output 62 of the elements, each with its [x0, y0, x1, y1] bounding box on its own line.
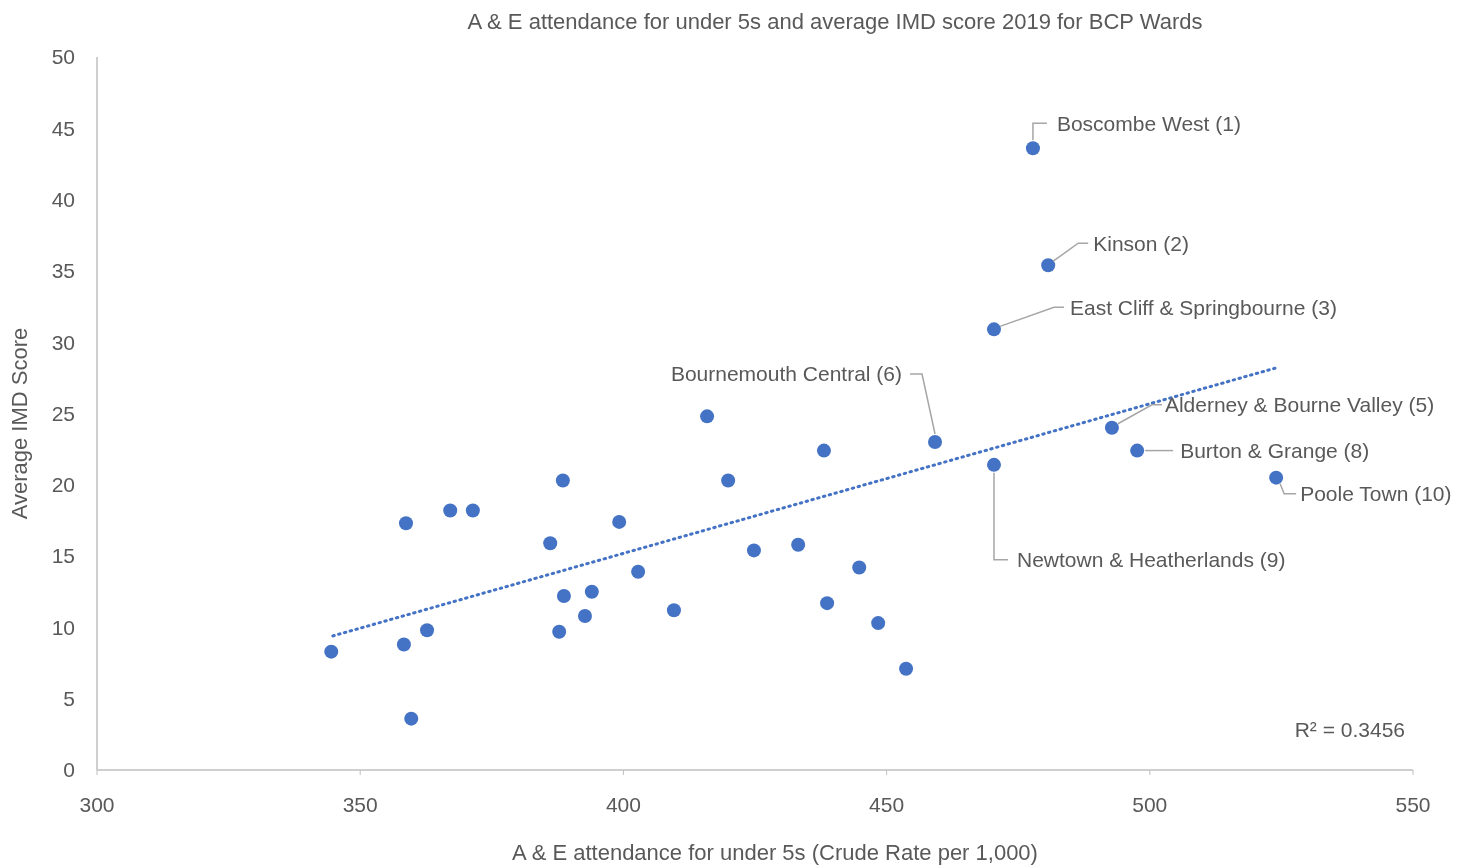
point	[399, 516, 413, 531]
chart-title: A & E attendance for under 5s and average IMD score 2019 for BCP Wards	[467, 9, 1203, 34]
x-tick-label: 300	[79, 793, 115, 816]
point	[666, 603, 681, 618]
point	[556, 589, 571, 604]
point	[899, 661, 914, 676]
y-tick-label: 5	[63, 687, 75, 711]
point	[612, 514, 627, 529]
point	[555, 473, 570, 488]
x-tick-label: 550	[1395, 793, 1431, 816]
point	[721, 473, 736, 488]
point	[543, 536, 558, 551]
x-tick-label: 350	[342, 793, 378, 816]
y-tick-label: 35	[51, 259, 75, 283]
point	[396, 637, 411, 652]
x-axis-title: A & E attendance for under 5s (Crude Rate per 1,000)	[512, 840, 1038, 865]
point	[584, 584, 599, 599]
point	[465, 503, 480, 518]
annotation: Kinson (2)	[1093, 231, 1189, 255]
point	[631, 564, 646, 579]
annotation: Newtown & Heatherlands (9)	[1016, 548, 1286, 572]
point	[1269, 470, 1284, 485]
point	[324, 644, 339, 659]
point	[871, 616, 886, 631]
y-tick-label: 0	[63, 758, 75, 782]
y-tick-label: 25	[51, 401, 75, 425]
point	[1041, 258, 1056, 273]
x-tick-label: 450	[869, 793, 905, 816]
y-tick-label: 30	[51, 330, 75, 354]
y-tick-label: 45	[51, 116, 75, 140]
point	[1130, 443, 1145, 458]
y-tick-label: 50	[51, 45, 75, 69]
point	[420, 623, 435, 638]
point	[700, 409, 715, 424]
point	[791, 537, 806, 552]
annotation: Burton & Grange (8)	[1180, 438, 1370, 462]
point	[820, 596, 835, 611]
point	[1104, 420, 1119, 435]
point	[986, 457, 1001, 472]
annotation: East Cliff & Springbourne (3)	[1069, 295, 1337, 319]
point	[928, 435, 943, 450]
y-axis-title: Average IMD Score	[7, 327, 32, 520]
annotation: Boscombe West (1)	[1056, 111, 1241, 135]
annotation: Bournemouth Central (6)	[670, 362, 903, 386]
y-tick-label: 40	[51, 187, 75, 211]
annotation: R² = 0.3456	[1294, 718, 1405, 742]
point	[816, 443, 831, 458]
point	[746, 543, 761, 558]
point	[577, 608, 592, 623]
annotation: Alderney & Bourne Valley (5)	[1164, 393, 1435, 417]
y-tick-label: 20	[51, 473, 75, 497]
point	[1025, 141, 1040, 156]
point	[404, 711, 419, 726]
point	[986, 322, 1001, 337]
annotation: Poole Town (10)	[1300, 482, 1452, 506]
point	[552, 624, 567, 639]
point	[852, 560, 867, 575]
y-tick-label: 10	[51, 615, 75, 639]
x-tick-label: 500	[1132, 793, 1168, 816]
x-tick-label: 400	[605, 793, 641, 816]
y-tick-label: 15	[51, 544, 75, 568]
point	[443, 503, 458, 518]
